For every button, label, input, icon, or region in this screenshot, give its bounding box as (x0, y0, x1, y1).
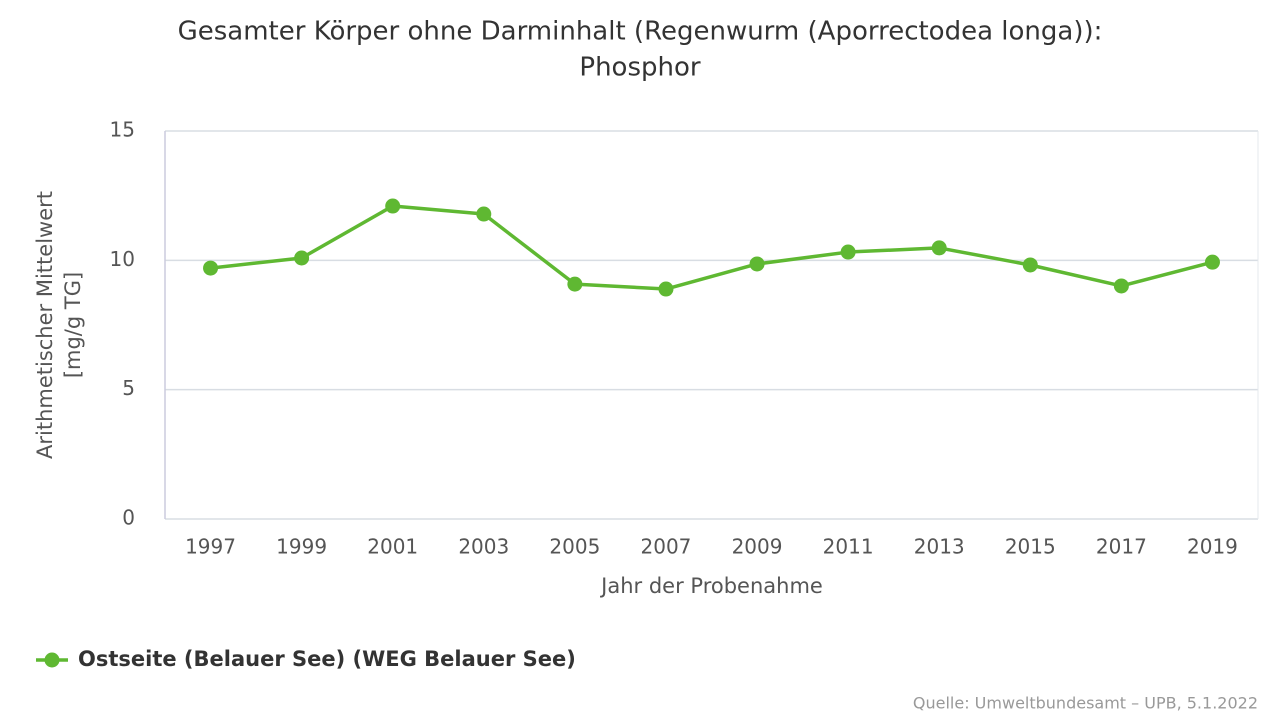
x-tick-label: 2019 (1187, 535, 1238, 559)
point (1204, 254, 1220, 270)
source: Quelle: Umweltbundesamt – UPB, 5.1.2022 (913, 694, 1258, 713)
x-tick-label: 2017 (1096, 535, 1147, 559)
x-axis-label: Jahr der Probenahme (599, 574, 823, 598)
point (567, 276, 583, 292)
x-tick-label: 2011 (823, 535, 874, 559)
point (931, 240, 947, 256)
y-tick-label: 0 (122, 506, 135, 530)
chart-title: Phosphor (579, 53, 701, 83)
x-tick-label: 1997 (185, 535, 236, 559)
x-tick-label: 2001 (367, 535, 418, 559)
point (840, 244, 856, 260)
y-axis-label-group: Arithmetischer Mittelwert [mg/g TG] (33, 191, 85, 459)
legend-label: Ostseite (Belauer See) (WEG Belauer See) (78, 647, 576, 671)
chart-title: Gesamter Körper ohne Darminhalt (Regenwu… (178, 17, 1103, 47)
y-tick-label: 10 (110, 247, 135, 271)
point (1022, 257, 1038, 273)
point (385, 198, 401, 214)
x-tick-label: 2013 (914, 535, 965, 559)
x-tick-label: 2015 (1005, 535, 1056, 559)
y-tick-label: 5 (122, 376, 135, 400)
y-axis-label: Arithmetischer Mittelwert (33, 191, 57, 459)
point (203, 260, 219, 276)
legend-marker (44, 652, 60, 668)
x-tick-label: 2005 (549, 535, 600, 559)
x-tick-label: 1999 (276, 535, 327, 559)
point (476, 206, 492, 222)
line (210, 204, 1213, 291)
x-tick-label: 2007 (641, 535, 692, 559)
y-axis-label: [mg/g TG] (61, 272, 85, 378)
x-tick-label: 2003 (458, 535, 509, 559)
point (749, 256, 765, 272)
point (658, 281, 674, 297)
point (294, 250, 310, 266)
x-tick-label: 2009 (732, 535, 783, 559)
y-tick-label: 15 (110, 118, 135, 142)
point (1113, 278, 1129, 294)
